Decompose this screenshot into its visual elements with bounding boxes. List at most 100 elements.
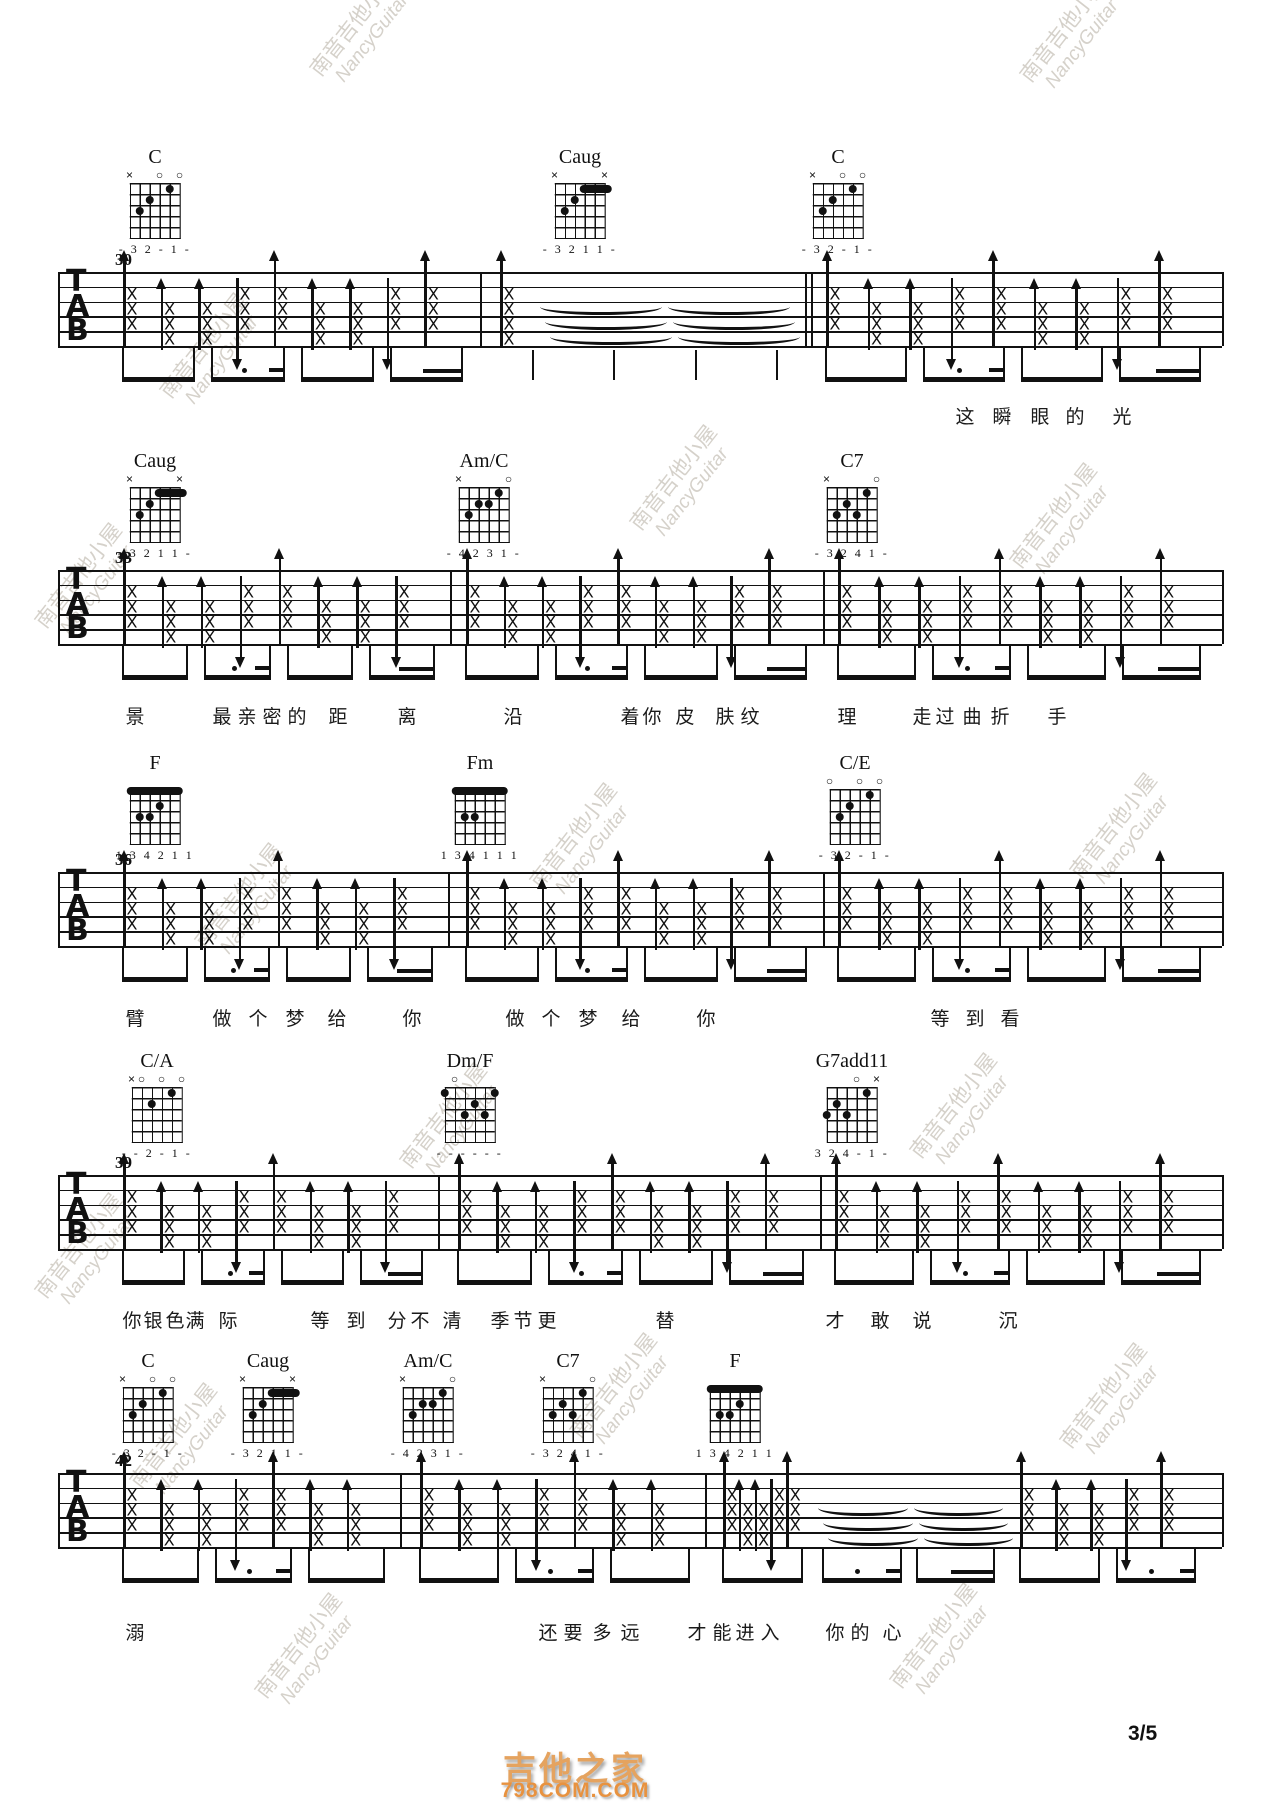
muted-x-mark: X: [503, 299, 515, 319]
muted-x-mark: X: [1042, 627, 1054, 647]
strum-arrow-up: [499, 878, 509, 950]
muted-x-mark: X: [203, 914, 215, 934]
beam-stem: [1104, 948, 1106, 978]
muted-x-mark: X: [653, 1217, 665, 1237]
muted-x-mark: X: [1163, 1485, 1175, 1505]
beam-bar: [204, 675, 271, 680]
beam-bar: [300, 377, 374, 382]
muted-x-mark: X: [921, 597, 933, 617]
staff-line: [58, 1189, 1222, 1192]
muted-x-mark: X: [921, 899, 933, 919]
beam-stem: [349, 948, 352, 978]
muted-x-mark: X: [461, 1500, 473, 1520]
muted-x-mark: X: [275, 1485, 287, 1505]
barre-bar: [579, 185, 612, 193]
beam-stem: [547, 1251, 550, 1281]
muted-x-mark: X: [696, 612, 708, 632]
muted-x-mark: X: [879, 1202, 891, 1222]
staff-line: [58, 1175, 1222, 1177]
muted-x-mark: X: [314, 299, 326, 319]
muted-x-mark: X: [507, 612, 519, 632]
strum-arrow-up: [343, 1181, 353, 1253]
muted-x-mark: X: [126, 612, 138, 632]
strum-arrow-up: [1075, 576, 1085, 648]
beam-bar: [837, 675, 916, 680]
muted-x-mark: X: [499, 1232, 511, 1252]
strum-arrow-up: [156, 1479, 166, 1551]
beam-stem: [1003, 348, 1005, 378]
muted-x-mark: X: [658, 899, 670, 919]
lyric-syllable: 这: [955, 407, 975, 428]
muted-x-mark: X: [962, 612, 974, 632]
muted-x-mark: X: [1122, 1187, 1134, 1207]
strum-arrow-up: [274, 548, 284, 646]
muted-x-mark: X: [879, 1232, 891, 1252]
finger-dot: [822, 1110, 831, 1119]
beam-dot: [965, 666, 971, 671]
staff-line: [58, 872, 1222, 874]
beam-bar: [915, 1578, 995, 1583]
beam-group: [203, 948, 270, 982]
lyric-syllable: 走: [912, 707, 932, 728]
beam-bar: [419, 1578, 499, 1583]
strum-arrow-up: [1156, 1451, 1165, 1549]
beam-stem: [1027, 948, 1029, 978]
beam-bar: [286, 675, 353, 680]
lyric-syllable: 做: [505, 1009, 525, 1030]
staff-left-edge: [58, 272, 60, 346]
beam-bar: [457, 1280, 532, 1285]
chord-name: C: [141, 1350, 155, 1372]
muted-x-mark: X: [1123, 884, 1135, 904]
muted-x-mark: X: [1037, 329, 1049, 349]
chord-grid: × ○: [823, 472, 880, 543]
barline: [400, 1473, 402, 1547]
muted-x-mark: X: [507, 929, 519, 949]
beam-bar: [280, 1280, 344, 1285]
lyric-syllable: 到: [346, 1311, 366, 1332]
beam-stem: [300, 348, 303, 378]
beam-group: [211, 348, 285, 382]
beam-dot: [855, 1569, 861, 1574]
muted-x-mark: X: [733, 612, 745, 632]
muted-x-mark: X: [1058, 1515, 1070, 1535]
strum-arrow-up: [1035, 576, 1044, 648]
finger-dot: [418, 1399, 427, 1408]
barline: [805, 272, 807, 346]
strum-arrow-up: [912, 1181, 921, 1253]
muted-x-mark: X: [238, 1500, 250, 1520]
muted-x-mark: X: [1078, 299, 1090, 319]
muted-x-mark: X: [350, 1232, 362, 1252]
staff-line: [58, 1473, 1222, 1475]
beam-stem: [1122, 948, 1124, 978]
muted-x-mark: X: [243, 582, 255, 602]
muted-x-mark: X: [881, 612, 893, 632]
beam-dot: [247, 1569, 253, 1574]
tab-clef-letter: A: [66, 288, 90, 324]
muted-x-mark: X: [879, 1217, 891, 1237]
strum-arrow-up: [684, 1181, 693, 1253]
beam-flag: [578, 1569, 593, 1573]
finger-dot: [548, 1410, 557, 1419]
beam-dot: [963, 1271, 969, 1276]
muted-x-mark: X: [758, 1530, 770, 1550]
muted-x-mark: X: [538, 1232, 550, 1252]
beam-dot: [548, 1569, 554, 1574]
beam-stem: [1025, 1251, 1028, 1281]
beam-bar: [1021, 377, 1103, 382]
tab-clef-letter: B: [66, 611, 89, 647]
beam-group: [308, 1549, 385, 1583]
staff-line: [58, 1547, 1222, 1549]
muted-x-mark: X: [577, 1485, 589, 1505]
beam-stem: [932, 646, 934, 676]
beam-stem: [268, 646, 271, 676]
beam-group: [122, 948, 188, 982]
string-marker: ○: [137, 1072, 146, 1086]
muted-x-mark: X: [320, 612, 332, 632]
finger-dot: [128, 1410, 137, 1419]
strum-arrow-up: [874, 878, 884, 950]
strum-arrow-up: [1155, 850, 1165, 948]
beam-stem: [822, 1549, 824, 1579]
staff-line: [58, 1487, 1222, 1490]
muted-x-mark: X: [243, 612, 255, 632]
